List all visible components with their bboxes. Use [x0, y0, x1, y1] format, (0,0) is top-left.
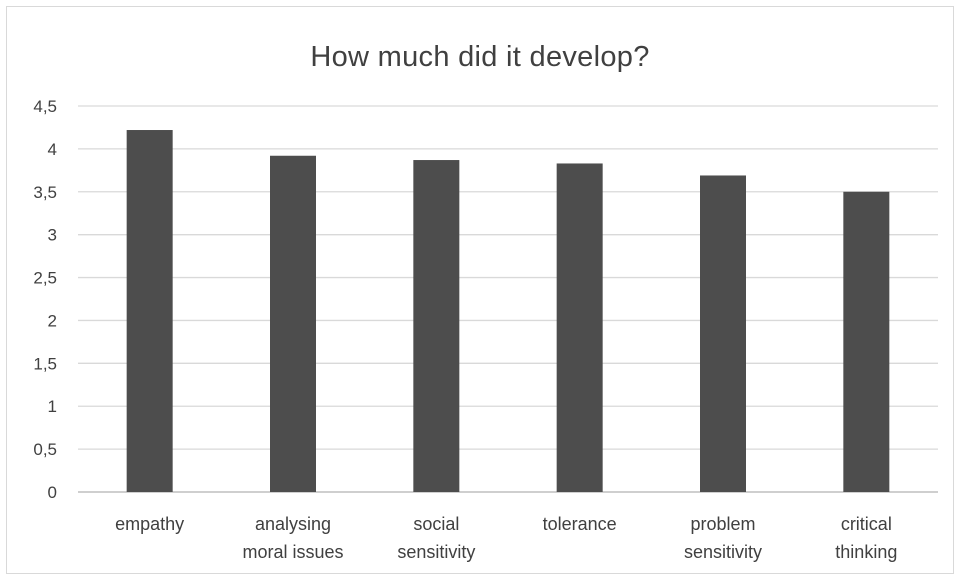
x-tick-label: thinking [835, 542, 897, 562]
x-tick-label: empathy [115, 514, 184, 534]
y-tick-label: 1,5 [33, 354, 57, 373]
y-tick-label: 0,5 [33, 440, 57, 459]
bar [413, 160, 460, 493]
y-tick-label: 4,5 [33, 97, 57, 116]
x-tick-label: sensitivity [397, 542, 475, 562]
bar [556, 163, 603, 492]
x-tick-label: sensitivity [684, 542, 762, 562]
x-tick-label: critical [841, 514, 892, 534]
chart-title: How much did it develop? [310, 41, 650, 73]
y-tick-label: 1 [48, 397, 57, 416]
y-tick-label: 2 [48, 311, 57, 330]
y-tick-label: 0 [48, 483, 57, 502]
bar [700, 175, 746, 493]
y-tick-label: 2,5 [33, 269, 57, 288]
x-tick-label: social [413, 514, 459, 534]
bar [843, 191, 890, 492]
x-tick-label: analysing [255, 514, 331, 534]
y-tick-label: 3,5 [33, 183, 57, 202]
bar [270, 155, 316, 493]
x-tick-label: moral issues [242, 542, 343, 562]
bar [126, 130, 173, 493]
y-tick-label: 4 [48, 140, 57, 159]
y-tick-label: 3 [48, 226, 57, 245]
x-tick-label: problem [690, 514, 755, 534]
x-tick-label: tolerance [543, 514, 617, 534]
